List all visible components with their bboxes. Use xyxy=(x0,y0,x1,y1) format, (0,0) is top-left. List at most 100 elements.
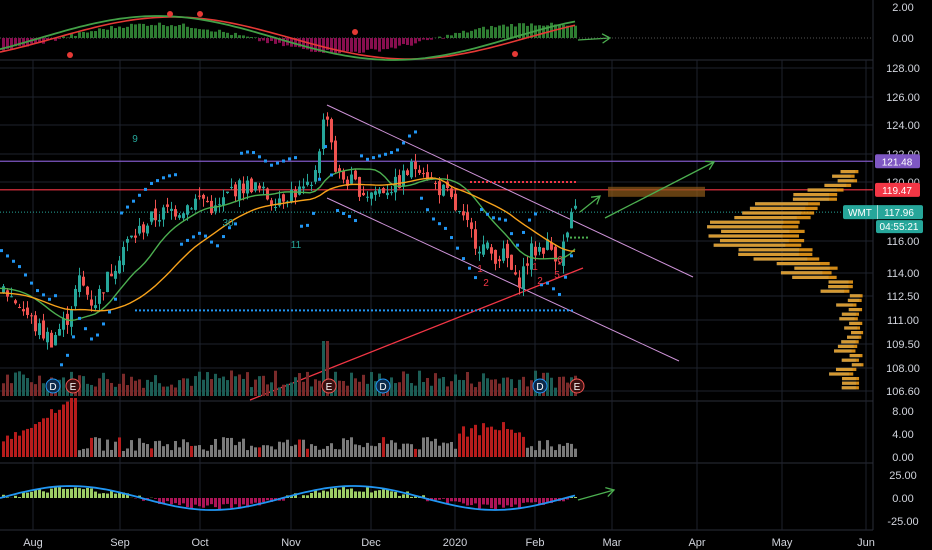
candle-body xyxy=(158,220,161,222)
volume-bar xyxy=(210,379,213,396)
support-dot xyxy=(219,309,221,312)
support-dot xyxy=(159,309,161,312)
macd-line xyxy=(0,15,576,61)
macd-histogram-bar xyxy=(6,38,9,49)
oscillator-bar xyxy=(434,498,437,501)
volume-bar xyxy=(498,383,501,396)
candle-body xyxy=(14,300,17,304)
macd-histogram-bar xyxy=(190,27,193,38)
oscillator-bar xyxy=(282,498,285,501)
volume-profile-bar xyxy=(734,216,811,220)
volume-bar xyxy=(150,381,153,396)
volume-bar xyxy=(2,383,5,396)
support-dot xyxy=(567,309,569,312)
event-marker-label: D xyxy=(536,382,543,393)
support-dot xyxy=(239,309,241,312)
candle-body xyxy=(142,224,145,233)
volume-panel-bar xyxy=(450,441,453,457)
support-dot xyxy=(227,309,229,312)
oscillator-bar xyxy=(34,489,37,498)
support-dot xyxy=(411,309,413,312)
volume-profile-bar xyxy=(851,363,864,367)
psar-dot xyxy=(6,254,9,258)
volume-bar xyxy=(358,381,361,396)
volume-bar xyxy=(94,386,97,396)
volume-profile-bar xyxy=(848,308,863,312)
projection-arrow xyxy=(579,195,601,213)
candle-body xyxy=(42,320,45,339)
candle-body xyxy=(466,212,469,221)
volume-panel-bar xyxy=(98,438,101,457)
x-tick-label: Aug xyxy=(23,537,43,549)
volume-profile-bar xyxy=(738,248,813,252)
candle-body xyxy=(54,335,57,346)
support-dot xyxy=(231,309,233,312)
support-dot xyxy=(215,309,217,312)
event-marker-label: D xyxy=(49,382,56,393)
volume-bar xyxy=(474,387,477,396)
price-tick-label: 109.50 xyxy=(886,339,920,351)
macd-cross-dot xyxy=(512,51,518,57)
volume-panel-bar xyxy=(530,446,533,457)
macd-histogram-bar xyxy=(566,25,569,38)
macd-histogram-bar xyxy=(458,33,461,38)
support-dot xyxy=(251,309,253,312)
macd-histogram-bar xyxy=(398,38,401,46)
oscillator-bar xyxy=(318,492,321,498)
support-dot xyxy=(451,309,453,312)
volume-bar xyxy=(26,378,29,396)
volume-profile-bar xyxy=(836,303,857,307)
resistance-dot xyxy=(538,181,540,183)
psar-dot xyxy=(510,232,513,236)
volume-panel-bar xyxy=(222,437,225,457)
volume-profile-bar xyxy=(721,229,805,233)
volume-panel-bar xyxy=(178,447,181,457)
macd-histogram-bar xyxy=(34,38,37,44)
oscillator-tick-label: -25.00 xyxy=(887,516,918,528)
psar-dot xyxy=(156,179,159,183)
volume-bar xyxy=(98,378,101,396)
volume-panel-bar xyxy=(146,444,149,457)
psar-dot xyxy=(54,294,57,298)
volume-bar xyxy=(146,379,149,396)
volume-bar xyxy=(526,386,529,396)
oscillator-bar xyxy=(350,488,353,498)
macd-cross-dot xyxy=(67,52,73,58)
volume-panel-bar xyxy=(502,422,505,457)
volume-panel-bar xyxy=(186,442,189,457)
candle-body xyxy=(30,315,33,317)
macd-histogram-bar xyxy=(138,23,141,38)
volume-bar xyxy=(266,384,269,396)
volume-profile-bar xyxy=(841,312,859,316)
candle-body xyxy=(90,299,93,306)
volume-bar xyxy=(234,376,237,396)
support-dot xyxy=(167,309,169,312)
resistance-dot xyxy=(550,181,552,183)
macd-histogram-bar xyxy=(226,32,229,38)
volume-profile-bar xyxy=(849,354,863,358)
volume-bar xyxy=(198,371,201,396)
oscillator-bar xyxy=(106,493,109,498)
candle-body xyxy=(134,235,137,238)
oscillator-bar xyxy=(454,498,457,502)
support-dot xyxy=(163,309,165,312)
projection-arrow xyxy=(704,160,716,170)
candle-body xyxy=(254,182,257,191)
resistance-dot xyxy=(546,181,548,183)
support-dot xyxy=(363,309,365,312)
oscillator-bar xyxy=(66,488,69,498)
volume-profile-bar xyxy=(749,206,818,210)
candle-body xyxy=(518,277,521,288)
candle-body xyxy=(26,307,29,315)
oscillator-bar xyxy=(222,498,225,505)
volume-profile-bar xyxy=(849,294,863,298)
volume-panel-bar xyxy=(226,437,229,457)
osc-arrow xyxy=(577,489,615,501)
candle-body xyxy=(574,205,577,209)
volume-panel-bar xyxy=(474,424,477,457)
price-tag-purple xyxy=(875,154,920,169)
volume-bar xyxy=(34,384,37,396)
candle-body xyxy=(534,246,537,256)
